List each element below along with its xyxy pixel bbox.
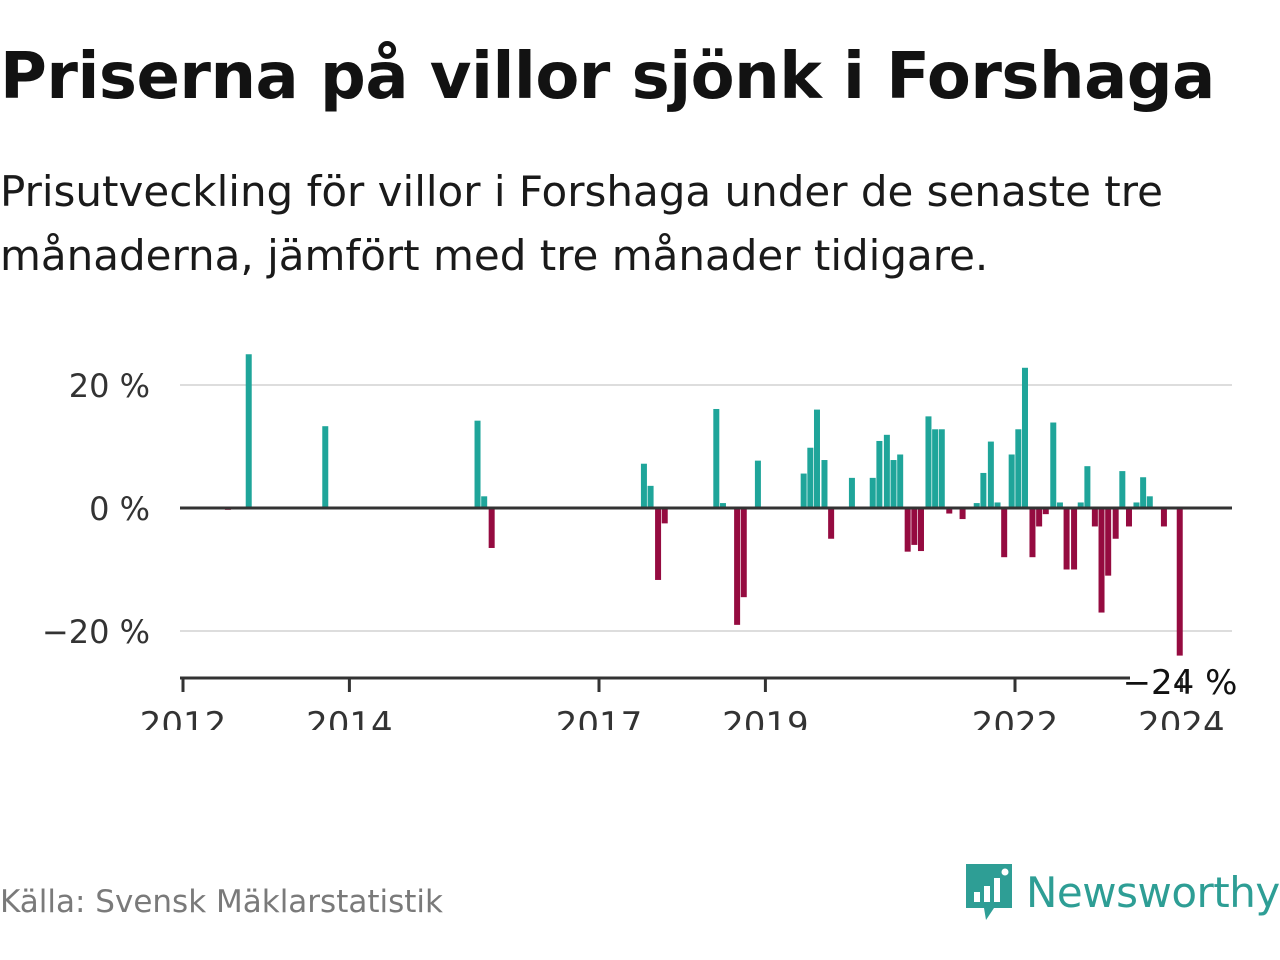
page-title: Priserna på villor sjönk i Forshaga <box>0 40 1215 114</box>
data-bar <box>1091 508 1098 527</box>
tick-labels: 20 % 0 % −20 % 2012 2014 2017 2019 2022 2024−24 … <box>42 367 1238 730</box>
data-bar <box>1125 508 1132 527</box>
data-bar <box>800 473 807 508</box>
logo-bar-3 <box>994 878 1000 902</box>
data-bar <box>994 502 1001 508</box>
data-bar <box>807 447 814 508</box>
data-bar <box>1029 508 1036 558</box>
data-bar <box>740 508 747 598</box>
data-bar <box>481 496 488 508</box>
data-bar <box>754 460 761 508</box>
data-bar <box>883 434 890 508</box>
data-bar <box>925 416 932 508</box>
data-bar <box>1071 508 1078 570</box>
bar-chart: 20 % 0 % −20 % 2012 2014 2017 2019 2022 2024−24 … <box>42 354 1238 730</box>
data-bar <box>1001 508 1008 558</box>
x-tick-label: 2017 <box>556 705 643 730</box>
data-bar <box>1146 496 1153 508</box>
data-bar <box>1084 466 1091 508</box>
bar-chart-bubble-icon <box>966 864 1012 920</box>
data-bar <box>973 503 980 508</box>
y-tick-label: 20 % <box>69 367 150 405</box>
data-bar <box>876 440 883 508</box>
brand-name: Newsworthy <box>1026 867 1280 917</box>
data-bar <box>813 409 820 508</box>
data-bar <box>1042 508 1049 515</box>
bars <box>224 354 1183 656</box>
data-bar <box>890 460 897 508</box>
data-bar <box>1063 508 1070 570</box>
data-bar <box>1050 422 1057 508</box>
data-bar <box>1140 477 1147 508</box>
axes <box>180 506 1232 692</box>
data-bar <box>821 460 828 508</box>
logo-dot <box>1001 868 1009 876</box>
data-bar <box>1056 502 1063 508</box>
data-bar <box>245 354 252 508</box>
last-value-label: −24 % <box>1123 663 1238 703</box>
data-bar <box>713 408 720 508</box>
data-bar <box>1112 508 1119 539</box>
data-bar <box>647 485 654 508</box>
data-bar <box>1077 502 1084 508</box>
x-tick-label: 2022 <box>972 705 1059 730</box>
data-bar <box>959 508 966 520</box>
data-bar <box>488 508 495 548</box>
logo-bar-2 <box>984 886 990 902</box>
data-bar <box>1036 508 1043 527</box>
logo-bar-1 <box>974 892 980 902</box>
y-tick-label: 0 % <box>89 490 150 528</box>
data-bar <box>980 472 987 508</box>
data-bar <box>904 508 911 552</box>
data-bar <box>661 508 668 524</box>
grid-lines <box>180 384 1232 632</box>
newsworthy-logo: Newsworthy <box>964 862 1280 922</box>
data-bar <box>322 426 329 508</box>
data-bar <box>938 429 945 508</box>
data-bar <box>987 441 994 508</box>
data-bar <box>719 503 726 508</box>
data-bar <box>640 463 647 508</box>
data-bar <box>1176 508 1183 656</box>
data-bar <box>1105 508 1112 576</box>
data-bar <box>734 508 741 625</box>
data-bar <box>655 508 662 580</box>
x-tick-label: 2019 <box>722 705 809 730</box>
page-subtitle: Prisutveckling för villor i Forshaga und… <box>0 167 1163 280</box>
data-bar <box>869 477 876 508</box>
x-tick-label: 2012 <box>140 705 227 730</box>
data-bar <box>1008 454 1015 508</box>
data-bar <box>917 508 924 552</box>
data-bar <box>1021 367 1028 508</box>
data-bar <box>946 508 953 514</box>
data-bar <box>828 508 835 539</box>
data-bar <box>1160 508 1167 527</box>
data-bar <box>911 508 918 545</box>
source-note: Källa: Svensk Mäklarstatistik <box>0 884 443 920</box>
data-bar <box>1133 502 1140 508</box>
data-bar <box>1015 429 1022 508</box>
data-bar <box>1119 471 1126 508</box>
data-bar <box>474 420 481 508</box>
data-bar <box>897 454 904 508</box>
data-bar <box>848 477 855 508</box>
x-tick-label: 2014 <box>306 705 393 730</box>
data-bar <box>1098 508 1105 613</box>
y-tick-label: −20 % <box>42 613 150 651</box>
x-tick-label: 2024 <box>1138 705 1225 730</box>
data-bar <box>932 429 939 508</box>
